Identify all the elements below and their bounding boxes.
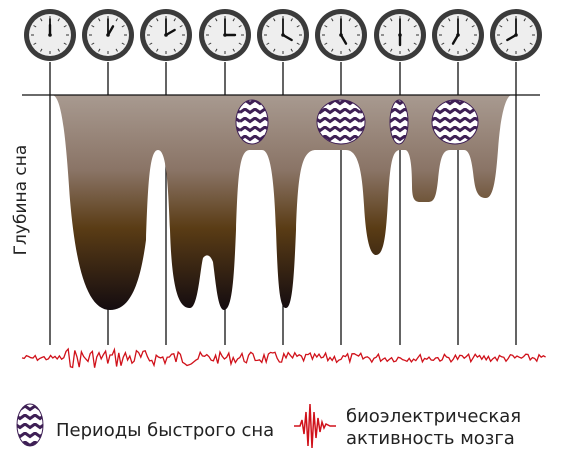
- legend-eeg-label-line1: биоэлектрическая: [346, 406, 522, 427]
- clock-icon: [199, 9, 251, 61]
- clock-row: [24, 9, 542, 61]
- clock-icon: [490, 9, 542, 61]
- legend-rem-icon: [16, 403, 44, 447]
- clock-icon: [432, 9, 484, 61]
- clock-icon: [257, 9, 309, 61]
- legend-eeg-icon: [294, 403, 336, 449]
- y-axis-label: Глубина сна: [11, 144, 31, 256]
- rem-period-marker: [431, 99, 479, 145]
- clock-icon: [140, 9, 192, 61]
- clock-icon: [374, 9, 426, 61]
- clock-icon: [24, 9, 76, 61]
- sleep-depth-curve: [52, 95, 512, 310]
- clock-icon: [315, 9, 367, 61]
- clock-icon: [82, 9, 134, 61]
- legend-rem-label: Периоды быстрого сна: [56, 420, 275, 441]
- rem-period-marker: [235, 99, 269, 145]
- rem-period-marker: [389, 99, 409, 145]
- legend-eeg-label-line2: активность мозга: [346, 428, 515, 449]
- legend-eeg-label: биоэлектрическая активность мозга: [346, 406, 521, 450]
- eeg-trace: [21, 347, 546, 369]
- rem-periods: [235, 99, 479, 145]
- rem-period-marker: [316, 99, 366, 145]
